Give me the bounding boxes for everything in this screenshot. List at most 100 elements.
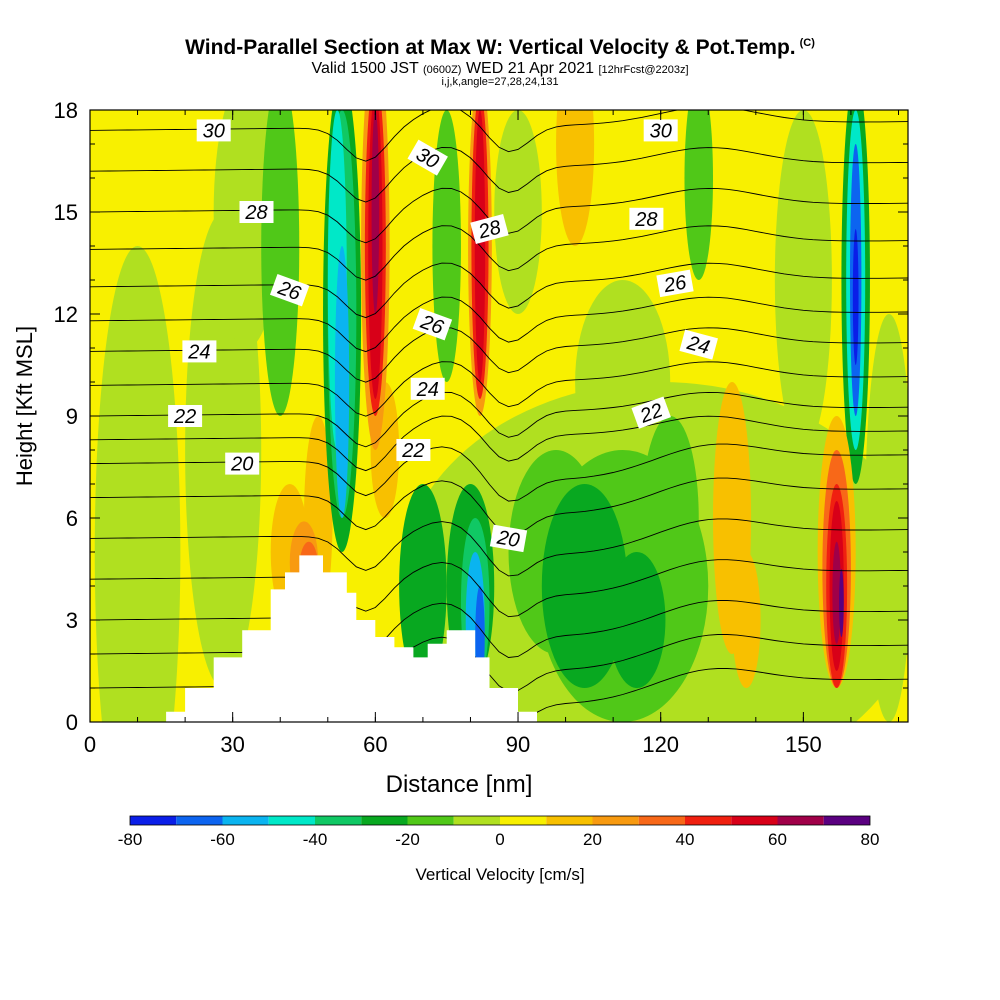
isentrope-18 [90, 518, 908, 577]
terrain [166, 555, 537, 722]
x-axis-label: Distance [nm] [386, 771, 533, 798]
contour-label-13: 22 [396, 439, 431, 462]
velocity-cell-14 [541, 484, 628, 688]
svg-text:30: 30 [650, 120, 672, 142]
colorbar-swatch-0 [130, 816, 177, 825]
contour-label-10: 24 [410, 377, 445, 401]
isentrope-22 [90, 391, 908, 448]
colorbar-swatch-4 [315, 816, 362, 825]
svg-text:22: 22 [173, 406, 196, 428]
isentrope-25 [90, 296, 908, 353]
colorbar-title: Vertical Velocity [cm/s] [415, 865, 584, 884]
velocity-cell-49 [839, 569, 844, 637]
x-tick-label-1: 30 [220, 732, 244, 757]
colorbar-swatch-13 [731, 816, 778, 825]
y-tick-label-5: 15 [54, 200, 78, 225]
colorbar-tick-1: -60 [210, 830, 235, 849]
colorbar-swatch-10 [592, 816, 639, 825]
x-tick-label-0: 0 [84, 732, 96, 757]
colorbar-swatch-15 [823, 816, 870, 825]
x-tick-label-4: 120 [642, 732, 679, 757]
contour-label-16: 20 [489, 524, 528, 553]
svg-text:24: 24 [416, 379, 439, 401]
velocity-cell-11 [684, 110, 714, 280]
colorbar-swatch-7 [453, 816, 500, 825]
colorbar-tick-5: 20 [583, 830, 602, 849]
y-tick-label-0: 0 [66, 710, 78, 735]
isentrope-29 [90, 147, 908, 203]
svg-text:28: 28 [244, 202, 267, 224]
chart-title: Wind-Parallel Section at Max W: Vertical… [185, 36, 815, 59]
velocity-cell-0 [94, 246, 181, 722]
colorbar-swatch-5 [361, 816, 408, 825]
copyright-mark: (C) [799, 37, 815, 49]
y-tick-label-2: 6 [66, 506, 78, 531]
x-tick-label-5: 150 [785, 732, 822, 757]
velocity-cell-5 [494, 110, 542, 314]
isentrope-21 [90, 415, 908, 472]
svg-text:20: 20 [494, 526, 521, 552]
isentrope-23 [90, 361, 908, 417]
velocity-cell-12 [432, 110, 461, 382]
contour-label-2: 30 [643, 119, 678, 142]
svg-text:30: 30 [203, 120, 225, 142]
colorbar-swatch-14 [777, 816, 824, 825]
y-tick-label-6: 18 [54, 98, 78, 123]
colorbar-swatch-8 [500, 816, 547, 825]
y-axis-label: Height [Kft MSL] [12, 326, 37, 486]
isentrope-24 [90, 327, 908, 383]
y-tick-label-4: 12 [54, 302, 78, 327]
isentrope-17 [90, 559, 908, 618]
svg-text:20: 20 [230, 454, 253, 476]
contour-label-8: 26 [656, 269, 694, 297]
velocity-cell-6 [774, 110, 832, 450]
contour-label-0: 30 [196, 119, 231, 142]
colorbar-swatch-2 [222, 816, 269, 825]
y-tick-label-3: 9 [66, 404, 78, 429]
colorbar-tick-6: 40 [676, 830, 695, 849]
velocity-cell-10 [641, 416, 699, 620]
velocity-cell-16 [399, 484, 447, 688]
contour-label-3: 28 [239, 201, 274, 224]
colorbar-tick-4: 0 [495, 830, 504, 849]
x-tick-label-2: 60 [363, 732, 387, 757]
velocity-cell-28 [334, 246, 350, 518]
velocity-cell-7 [865, 314, 908, 722]
svg-text:28: 28 [634, 209, 657, 231]
colorbar-swatch-11 [638, 816, 685, 825]
velocity-cell-48 [832, 541, 841, 644]
isentrope-16 [90, 600, 908, 658]
colorbar-tick-8: 80 [861, 830, 880, 849]
colorbar-swatch-3 [268, 816, 315, 825]
colorbar-swatch-1 [176, 816, 223, 825]
velocity-cell-21 [732, 552, 761, 688]
contour-label-15: 20 [225, 452, 260, 476]
velocity-cell-17 [556, 110, 595, 246]
axes: 0 30 60 90 120 150 0 3 6 9 12 15 18 Distance [nm] Heig… [12, 98, 908, 798]
isentrope-15 [90, 634, 908, 692]
velocity-cell-36 [852, 229, 859, 365]
colorbar-swatch-6 [407, 816, 454, 825]
isentrope-27 [90, 225, 908, 281]
svg-text:22: 22 [401, 440, 424, 462]
contour-label-11: 24 [679, 329, 718, 360]
contour-label-12: 22 [168, 405, 203, 428]
velocity-cell-15 [608, 552, 666, 688]
chart-subtitle: Valid 1500 JST (0600Z) WED 21 Apr 2021 [… [311, 60, 689, 77]
y-tick-label-1: 3 [66, 608, 78, 633]
colorbar: -80 -60 -40 -20 0 20 40 60 80 Vertical Velocity [… [118, 815, 880, 884]
colorbar-tick-2: -40 [303, 830, 328, 849]
contour-label-14: 22 [631, 396, 671, 429]
colorbar-tick-0: -80 [118, 830, 143, 849]
colorbar-tick-7: 60 [768, 830, 787, 849]
contour-label-9: 24 [182, 340, 217, 363]
isentrope-26 [90, 262, 908, 319]
colorbar-swatch-12 [685, 816, 732, 825]
colorbar-tick-3: -20 [395, 830, 420, 849]
contour-label-5: 28 [629, 207, 664, 231]
colorbar-swatch-9 [546, 816, 593, 825]
chart-indices: i,j,k,angle=27,28,24,131 [441, 76, 559, 88]
